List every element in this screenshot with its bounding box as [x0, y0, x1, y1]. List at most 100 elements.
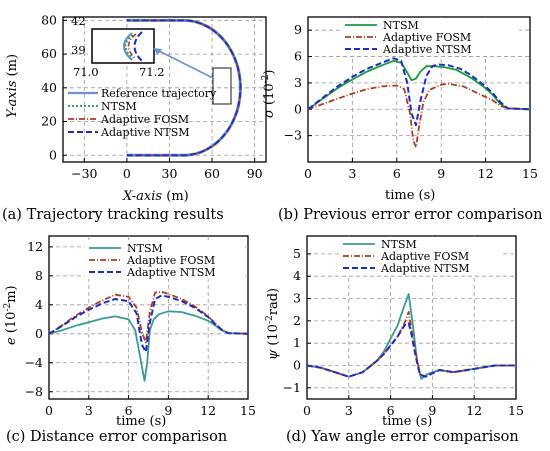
xtick-label-b: 15: [522, 166, 538, 181]
lines-b: [307, 57, 531, 148]
legend-a-fosm: Adaptive FOSM: [100, 113, 189, 126]
xtick-label-a: 30: [162, 166, 178, 181]
inset-xtick-71-0: 71.0: [73, 65, 99, 79]
xlabel-a: X-axis (m): [122, 189, 189, 204]
ytick-label-a: 40: [41, 80, 57, 95]
adaptive-ntsm-trajectory-line: [126, 19, 242, 157]
ytick-label-a: 20: [41, 114, 57, 129]
xlabel-d: time (s): [382, 414, 432, 429]
ylabel-b: σ (10-2): [261, 70, 277, 118]
xtick-label-d: 12: [466, 403, 482, 418]
inset-reference-line: [122, 32, 133, 61]
legend-a: Reference trajectory NTSM Adaptive FOSM …: [68, 87, 217, 139]
caption-b: (b) Previous error error comparison: [278, 207, 542, 223]
xtick-label-b: 6: [393, 166, 401, 181]
inset-adaptive-ntsm-line: [133, 31, 143, 62]
xtick-label-c: 3: [85, 403, 93, 418]
ylabel-a: Y-axis (m): [5, 54, 20, 118]
plot-frame-d: [306, 235, 517, 400]
ytick-label-b: 6: [294, 49, 302, 64]
ytick-label-c: 0: [35, 326, 43, 341]
series-line-b-adaptive-fosm: [307, 82, 531, 148]
xtick-label-d: 9: [428, 403, 436, 418]
xlabel-c: time (s): [116, 414, 166, 429]
legend-label-b-2: Adaptive NTSM: [382, 43, 472, 56]
xtick-label-d: 15: [508, 403, 524, 418]
inset-ntsm-line: [124, 34, 134, 59]
legend-label-d-1: Adaptive FOSM: [380, 250, 469, 263]
legend-label-c-2: Adaptive NTSM: [126, 266, 216, 279]
ytick-label-d: −1: [283, 380, 301, 395]
ytick-label-a: 80: [41, 12, 57, 27]
inset-fosm-line: [127, 33, 137, 60]
ytick-label-b: 3: [294, 75, 302, 90]
xtick-label-a: 60: [204, 166, 220, 181]
caption-a: (a) Trajectory tracking results: [2, 207, 224, 223]
ytick-label-d: 3: [293, 291, 301, 306]
legend-a-adaptive-ntsm: Adaptive NTSM: [100, 126, 190, 139]
xlabel-b: time (s): [385, 188, 435, 203]
xtick-label-c: 15: [240, 403, 256, 418]
lines-a: [126, 18, 242, 157]
lines-d: [306, 293, 516, 380]
ytick-label-c: −8: [25, 384, 43, 399]
ytick-label-d: 0: [293, 358, 301, 373]
inset-ytick-39: 39: [71, 43, 86, 57]
ytick-label-c: 8: [35, 268, 43, 283]
ticks-a: −30 0 30 60 90 0 20 40 60 80: [41, 12, 263, 181]
ytick-label-d: 1: [293, 335, 301, 350]
ticks-b: 0 3 6 9 12 15 −3 0 3 6 9: [284, 22, 538, 181]
legend-label-c-0: NTSM: [127, 242, 163, 255]
legend-label-d-2: Adaptive NTSM: [380, 262, 470, 275]
xtick-label-c: 0: [45, 403, 53, 418]
legend-a-reference: Reference trajectory: [101, 87, 217, 100]
ticks-c: 0 3 6 9 12 15 −8 −4 0 4 8 12: [25, 239, 256, 418]
xtick-label-a: 0: [123, 166, 131, 181]
xtick-label-c: 12: [200, 403, 216, 418]
series-line-c-ntsm: [48, 310, 249, 382]
xtick-label-b: 3: [348, 166, 356, 181]
xtick-label-d: 6: [387, 403, 395, 418]
lines-c: [48, 290, 249, 382]
inset-xtick-71-2: 71.2: [139, 65, 165, 79]
plot-frame-a: [62, 16, 267, 163]
ytick-label-b: 0: [294, 101, 302, 116]
legend-label-c-1: Adaptive FOSM: [126, 254, 215, 267]
panel-a-trajectory: −30 0 30 60 90 0 20 40 60 80 42 39 71.0 71.2 Refe…: [2, 12, 267, 223]
inset-ytick-42: 42: [71, 14, 86, 28]
xtick-label-a: −30: [71, 166, 97, 181]
xtick-label-d: 0: [303, 403, 311, 418]
series-line-d-adaptive-ntsm: [306, 322, 516, 378]
zoom-arrow-head: [153, 48, 162, 55]
caption-d: (d) Yaw angle error comparison: [286, 429, 519, 445]
zoom-region-box: [212, 67, 232, 105]
ytick-label-c: 12: [27, 239, 43, 254]
zoom-arrow: [156, 49, 214, 79]
xtick-label-a: 90: [247, 166, 263, 181]
ytick-label-b: 9: [294, 22, 302, 37]
xtick-label-b: 0: [304, 166, 312, 181]
series-line-c-adaptive-fosm: [48, 290, 249, 344]
ytick-label-d: 4: [293, 268, 301, 283]
ytick-label-c: −4: [25, 355, 43, 370]
series-line-c-adaptive-ntsm: [48, 294, 249, 353]
plot-frame-c: [48, 235, 249, 400]
xtick-label-c: 9: [164, 403, 172, 418]
plot-frame-b: [307, 16, 531, 163]
ytick-label-d: 5: [293, 246, 301, 261]
xtick-label-d: 3: [345, 403, 353, 418]
series-line-b-ntsm: [307, 60, 531, 111]
xtick-label-c: 6: [125, 403, 133, 418]
legend-label-d-0: NTSM: [381, 238, 417, 251]
ytick-label-a: 0: [49, 147, 57, 162]
ytick-label-b: −3: [284, 128, 302, 143]
legend-label-b-0: NTSM: [383, 19, 419, 32]
legend-a-ntsm: NTSM: [101, 100, 137, 113]
